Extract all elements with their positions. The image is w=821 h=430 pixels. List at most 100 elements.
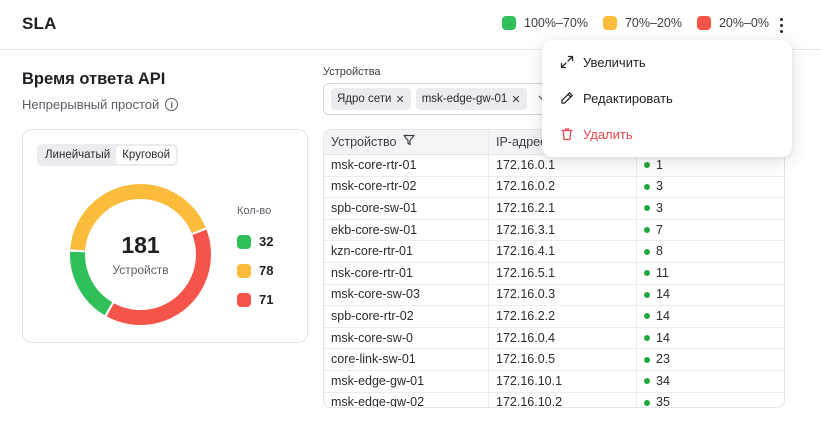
device-name-cell: spb-core-sw-01 <box>324 198 489 219</box>
table-row[interactable]: ekb-core-sw-01 172.16.3.1 7 <box>324 219 784 242</box>
donut-legend-green: 32 <box>237 227 273 256</box>
ip-address-cell: 172.16.0.1 <box>489 155 637 176</box>
chart-type-toggle: Линейчатый Круговой <box>37 144 179 166</box>
ip-address-cell: 172.16.10.2 <box>489 392 637 407</box>
column-header-device[interactable]: Устройство <box>324 130 489 154</box>
devices-filter-label: Устройства <box>323 66 381 78</box>
table-row[interactable]: msk-core-rtr-01 172.16.0.1 1 <box>324 155 784 177</box>
count-cell: 8 <box>637 241 784 262</box>
table-row[interactable]: spb-core-sw-01 172.16.2.1 3 <box>324 198 784 220</box>
donut-chart <box>68 182 213 327</box>
donut-segment[interactable] <box>68 182 213 327</box>
device-name-cell: msk-core-sw-03 <box>324 284 489 306</box>
status-dot <box>644 183 650 190</box>
ip-address-cell: 172.16.0.5 <box>489 349 637 370</box>
table-row[interactable]: msk-core-rtr-02 172.16.0.2 3 <box>324 176 784 199</box>
donut-legend: Кол-во 32 78 71 <box>237 205 273 314</box>
menu-item-expand[interactable]: Увеличить <box>542 44 792 80</box>
chip-label: msk-edge-gw-01 <box>421 93 508 105</box>
count-value: 14 <box>656 330 670 345</box>
count-cell: 14 <box>637 306 784 327</box>
table-row[interactable]: nsk-core-rtr-01 172.16.5.1 11 <box>324 262 784 285</box>
widget-subtitle-text: Непрерывный простой <box>22 97 160 112</box>
status-dot <box>644 335 650 342</box>
chip-remove-icon[interactable]: ✕ <box>395 93 405 106</box>
toggle-circular[interactable]: Круговой <box>116 146 177 164</box>
table-row[interactable]: msk-core-sw-0 172.16.0.4 14 <box>324 327 784 350</box>
ip-address-cell: 172.16.4.1 <box>489 241 637 262</box>
table-row[interactable]: kzn-core-rtr-01 172.16.4.1 8 <box>324 241 784 263</box>
donut-legend-value: 78 <box>259 263 274 278</box>
table-row[interactable]: spb-core-rtr-02 172.16.2.2 14 <box>324 306 784 328</box>
count-cell: 3 <box>637 177 784 198</box>
legend-label: 70%–20% <box>624 16 682 30</box>
count-value: 23 <box>656 352 670 367</box>
table-row[interactable]: msk-core-sw-03 172.16.0.3 14 <box>324 284 784 307</box>
count-value: 1 <box>656 157 663 172</box>
context-menu: Увеличить Редактировать Удалить <box>542 40 792 157</box>
donut-swatch-green <box>237 234 251 249</box>
ip-address-cell: 172.16.0.2 <box>489 176 637 198</box>
device-name-cell: kzn-core-rtr-01 <box>324 241 489 262</box>
count-value: 8 <box>656 244 663 259</box>
count-cell: 35 <box>637 393 784 408</box>
menu-item-label: Редактировать <box>583 90 673 106</box>
status-dot <box>644 378 650 385</box>
donut-segment[interactable] <box>70 183 211 325</box>
page-title: SLA <box>22 14 57 33</box>
device-name-cell: msk-core-rtr-02 <box>324 176 489 198</box>
devices-table: Устройство IP-адрес msk-core-rtr-01 172.1… <box>323 129 785 408</box>
donut-total: 181 <box>121 232 160 258</box>
toggle-linear[interactable]: Линейчатый <box>45 149 111 161</box>
ip-address-cell: 172.16.10.1 <box>489 370 637 392</box>
count-cell: 7 <box>637 220 784 241</box>
count-cell: 1 <box>637 155 784 176</box>
count-value: 35 <box>656 395 670 408</box>
status-dot <box>644 162 650 169</box>
legend-label: 100%–70% <box>524 16 588 30</box>
legend-item-mid: 70%–20% <box>602 16 682 30</box>
info-icon[interactable]: i <box>165 98 179 111</box>
filter-chip[interactable]: msk-edge-gw-01 ✕ <box>415 88 527 110</box>
table-body: msk-core-rtr-01 172.16.0.1 1 msk-core-rtr-0… <box>324 155 784 408</box>
donut-legend-yellow: 78 <box>237 256 273 285</box>
menu-item-edit[interactable]: Редактировать <box>542 80 792 116</box>
table-row[interactable]: msk-edge-gw-02 172.16.10.2 35 <box>324 392 784 408</box>
donut-legend-header: Кол-во <box>237 205 272 217</box>
top-bar: SLA 100%–70% 70%–20% 20%–0% <box>0 0 821 50</box>
count-cell: 3 <box>637 198 784 219</box>
chip-label: Ядро сети <box>337 93 392 105</box>
donut-total-label: Устройств <box>112 263 169 277</box>
ip-address-cell: 172.16.2.1 <box>489 198 637 219</box>
widget-subtitle: Непрерывный простой i <box>22 97 179 112</box>
more-options-icon[interactable] <box>772 14 790 36</box>
status-dot <box>644 313 650 320</box>
legend-swatch-yellow <box>602 16 617 30</box>
count-value: 11 <box>656 265 669 280</box>
chip-remove-icon[interactable]: ✕ <box>511 93 521 106</box>
status-dot <box>644 248 650 255</box>
chart-card: Линейчатый Круговой 181 Устройств Кол-во… <box>22 129 308 343</box>
table-row[interactable]: msk-edge-gw-01 172.16.10.1 34 <box>324 370 784 393</box>
filter-icon[interactable] <box>403 130 416 154</box>
device-name-cell: core-link-sw-01 <box>324 349 489 370</box>
column-title: Устройство <box>331 134 397 149</box>
status-dot <box>644 270 650 277</box>
menu-item-delete[interactable]: Удалить <box>542 116 792 152</box>
count-value: 14 <box>656 308 670 323</box>
count-value: 7 <box>656 222 663 237</box>
device-name-cell: msk-edge-gw-01 <box>324 370 489 392</box>
count-cell: 14 <box>637 285 784 306</box>
filter-chip[interactable]: Ядро сети ✕ <box>331 88 411 110</box>
count-cell: 34 <box>637 371 784 392</box>
count-value: 3 <box>656 200 663 215</box>
count-value: 34 <box>656 373 670 388</box>
legend-label: 20%–0% <box>718 16 769 30</box>
donut-segment[interactable] <box>68 182 213 327</box>
table-row[interactable]: core-link-sw-01 172.16.0.5 23 <box>324 349 784 371</box>
devices-filter-select[interactable]: Ядро сети ✕ msk-edge-gw-01 ✕ <box>323 83 553 115</box>
status-dot <box>644 205 650 212</box>
donut-legend-value: 32 <box>259 234 274 249</box>
pencil-icon <box>561 92 573 104</box>
count-cell: 14 <box>637 328 784 349</box>
